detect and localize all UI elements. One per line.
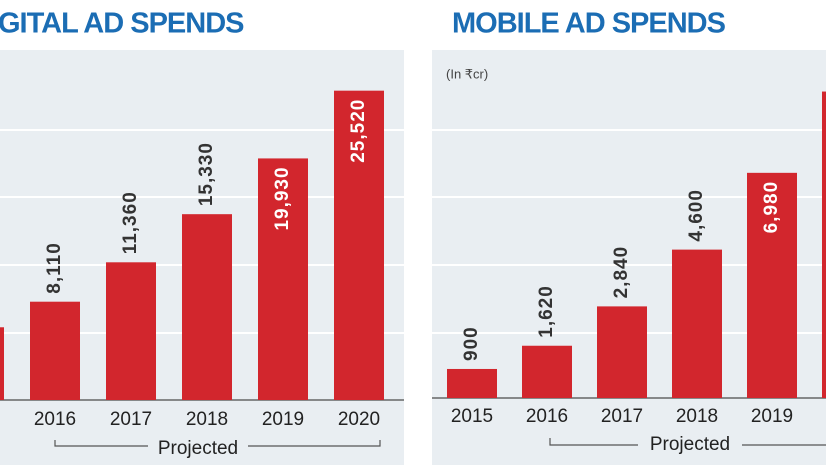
annotation: Projected (650, 434, 730, 455)
value-label: 2,840 (611, 246, 632, 299)
value-label: 1,620 (536, 285, 557, 338)
x-tick-label: 2017 (110, 409, 152, 430)
x-tick-label: 2019 (262, 409, 304, 430)
value-label: 4,600 (686, 189, 707, 242)
bar (822, 91, 826, 398)
bar (522, 345, 572, 398)
subtitle: (In ₹cr) (446, 66, 488, 81)
chart-title: MOBILE AD SPENDS (452, 8, 726, 40)
x-tick-label: 2016 (34, 409, 76, 430)
x-tick-label: 2017 (601, 406, 643, 427)
bar (182, 214, 232, 400)
value-label: 25,520 (348, 99, 369, 163)
value-label: 19,930 (272, 166, 293, 230)
bar (447, 368, 497, 398)
x-tick-label: 2016 (526, 406, 568, 427)
title-band (432, 0, 826, 50)
x-tick-label: 2018 (186, 409, 228, 430)
bar (258, 158, 308, 400)
annotation: Projected (158, 438, 238, 459)
bar (0, 327, 4, 400)
x-tick-label: 2018 (676, 406, 718, 427)
bar (106, 262, 156, 400)
bracket (549, 438, 826, 446)
value-label: 900 (461, 326, 482, 361)
x-tick-label: 2015 (451, 406, 493, 427)
value-label: 15,330 (196, 142, 217, 206)
bracket (54, 440, 381, 447)
x-tick-label: 2020 (338, 409, 380, 430)
bar (747, 172, 797, 398)
bar (672, 249, 722, 398)
title-band (0, 0, 404, 50)
x-tick-label: 2019 (751, 406, 793, 427)
value-label: 6,980 (761, 181, 782, 234)
bar (334, 90, 384, 401)
bar (30, 301, 80, 400)
value-label: 11,360 (120, 191, 141, 254)
bar (597, 306, 647, 398)
value-label: 8,110 (44, 242, 65, 294)
chart-title: GITAL AD SPENDS (0, 8, 244, 40)
